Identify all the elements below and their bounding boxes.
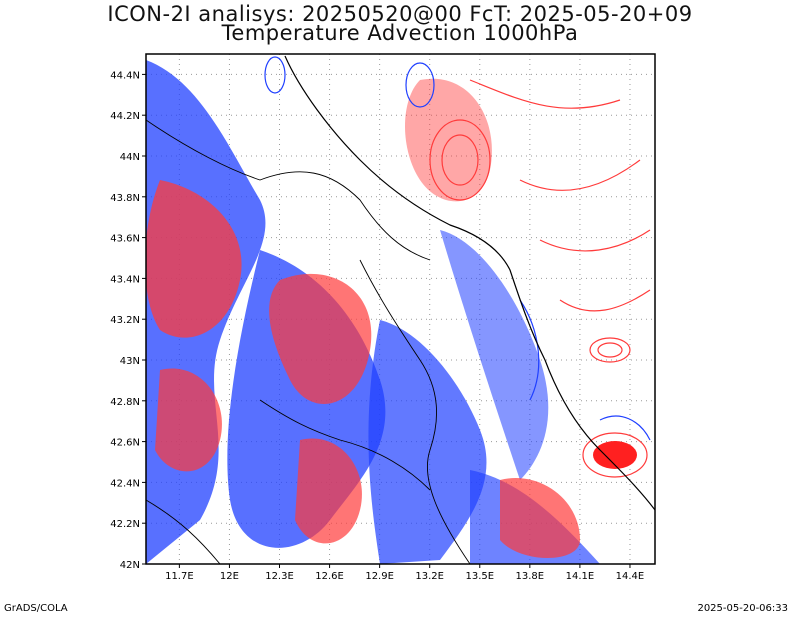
map-frame: [145, 53, 656, 565]
lat-tick-label: 42.2N: [110, 519, 140, 530]
lat-tick-label: 43N: [120, 356, 140, 367]
regional-borders: [146, 119, 471, 564]
cold-advection-region: [440, 230, 549, 480]
warm-advection-region: [155, 368, 222, 472]
lat-tick-label: 42.6N: [110, 438, 140, 449]
lat-tick-label: 44.4N: [110, 70, 140, 81]
warm-advection-region: [146, 180, 242, 338]
lon-tick-label: 12.3E: [265, 571, 294, 582]
lat-tick-label: 42N: [120, 560, 140, 571]
lat-tick-label: 43.2N: [110, 315, 140, 326]
warm-advection-region: [295, 438, 362, 544]
lon-tick-label: 13.5E: [465, 571, 494, 582]
lat-tick-label: 43.6N: [110, 234, 140, 245]
map-subtitle: Temperature Advection 1000hPa: [221, 21, 579, 45]
lat-tick-label: 43.8N: [110, 193, 140, 204]
lon-tick-label: 12E: [220, 571, 239, 582]
lon-tick-label: 11.7E: [165, 571, 194, 582]
longitude-axis: 11.7E 12E 12.3E 12.6E 12.9E 13.2E 13.5E 13.8E 14…: [165, 564, 644, 582]
lon-tick-label: 13.2E: [415, 571, 444, 582]
lon-tick-label: 14.1E: [566, 571, 595, 582]
lon-tick-label: 14.4E: [616, 571, 645, 582]
lat-tick-label: 43.4N: [110, 274, 140, 285]
lat-tick-label: 44.2N: [110, 111, 140, 122]
lon-tick-label: 12.9E: [365, 571, 394, 582]
map-title: ICON-2I analisys: 20250520@00 FcT: 2025-…: [107, 2, 693, 26]
lon-tick-label: 12.6E: [315, 571, 344, 582]
cold-advection-region: [368, 320, 487, 564]
lon-tick-label: 13.8E: [516, 571, 545, 582]
lat-tick-label: 42.4N: [110, 478, 140, 489]
lat-tick-label: 42.8N: [110, 397, 140, 408]
footer-timestamp: 2025-05-20-06:33: [697, 603, 788, 614]
advection-contours: [146, 55, 655, 564]
latitude-axis: 42N 42.2N 42.4N 42.6N 42.8N 43N 43.2N 43.4N 43.6…: [110, 70, 146, 571]
footer-credit: GrADS/COLA: [4, 603, 68, 614]
warm-advection-maximum: [593, 441, 637, 469]
lat-tick-label: 44N: [120, 152, 140, 163]
warm-advection-region: [269, 273, 372, 404]
warm-advection-region: [500, 478, 580, 558]
coastline: [284, 55, 655, 511]
